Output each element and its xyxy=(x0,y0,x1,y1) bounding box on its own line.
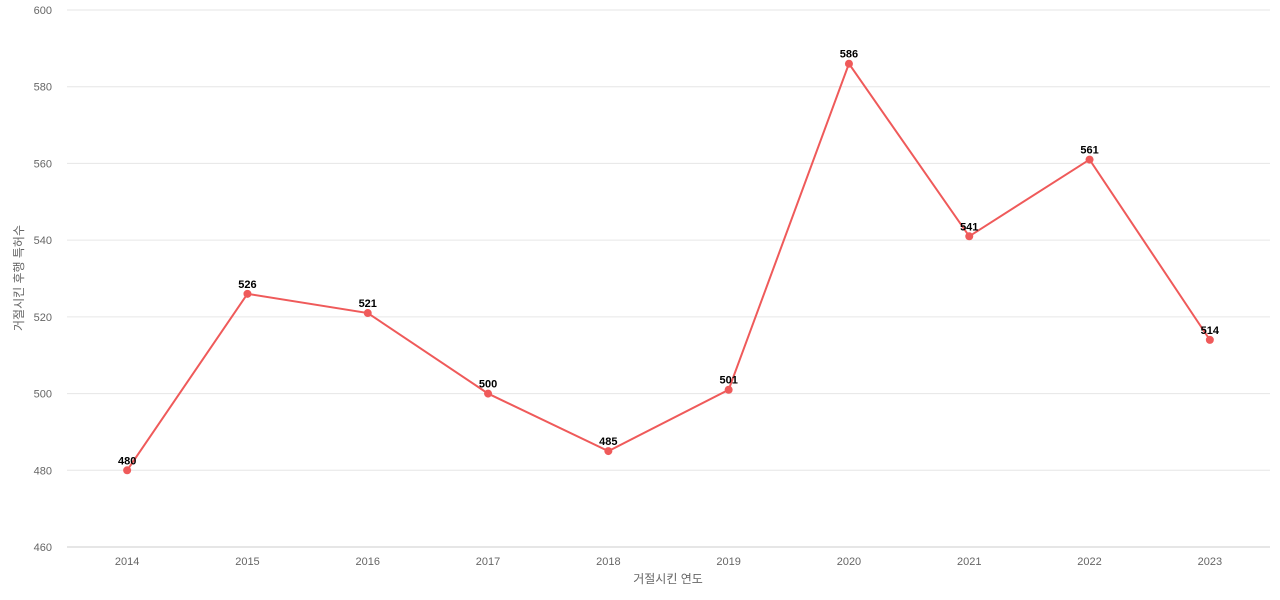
x-tick-label-2014: 2014 xyxy=(115,556,139,568)
x-axis-ticks: 2014 2015 2016 2017 2018 2019 2020 2021 2022 2023 xyxy=(115,556,1222,568)
y-tick-label-600: 600 xyxy=(34,5,52,17)
data-label-2018: 485 xyxy=(599,436,617,448)
y-axis-title: 거절시킨 후행 특허수 xyxy=(11,225,26,331)
data-point-2022 xyxy=(1085,155,1094,164)
y-tick-label-520: 520 xyxy=(34,312,52,324)
data-label-2017: 500 xyxy=(479,379,497,391)
data-point-2021 xyxy=(965,232,974,241)
data-label-2014: 480 xyxy=(118,455,136,467)
y-tick-label-580: 580 xyxy=(34,82,52,94)
data-label-2015: 526 xyxy=(238,279,256,291)
data-point-2019 xyxy=(724,385,733,394)
data-point-2023 xyxy=(1205,335,1214,344)
y-tick-label-480: 480 xyxy=(34,465,52,477)
x-tick-label-2023: 2023 xyxy=(1198,556,1222,568)
x-tick-label-2019: 2019 xyxy=(716,556,740,568)
grid-lines xyxy=(67,9,1270,548)
data-label-2016: 521 xyxy=(359,298,377,310)
x-tick-label-2017: 2017 xyxy=(476,556,500,568)
data-points xyxy=(123,59,1214,475)
x-tick-label-2015: 2015 xyxy=(235,556,259,568)
data-point-2018 xyxy=(604,447,613,456)
series-line xyxy=(126,61,1211,471)
y-tick-label-500: 500 xyxy=(34,389,52,401)
x-axis-title: 거절시킨 연도 xyxy=(633,572,703,586)
data-labels: 480 526 521 500 485 501 586 541 561 514 xyxy=(118,49,1220,468)
y-tick-label-560: 560 xyxy=(34,158,52,170)
x-tick-label-2018: 2018 xyxy=(596,556,620,568)
y-axis-ticks: 460 480 500 520 540 560 580 600 xyxy=(34,5,52,554)
data-label-2019: 501 xyxy=(719,375,737,387)
x-tick-label-2016: 2016 xyxy=(356,556,380,568)
x-tick-label-2020: 2020 xyxy=(837,556,861,568)
data-point-2015 xyxy=(243,289,252,298)
data-label-2021: 541 xyxy=(960,221,978,233)
y-tick-label-460: 460 xyxy=(34,542,52,554)
x-tick-label-2021: 2021 xyxy=(957,556,981,568)
y-tick-label-540: 540 xyxy=(34,235,52,247)
data-label-2023: 514 xyxy=(1201,325,1220,337)
data-point-2014 xyxy=(123,466,132,475)
data-label-2020: 586 xyxy=(840,49,858,61)
x-tick-label-2022: 2022 xyxy=(1077,556,1101,568)
data-label-2022: 561 xyxy=(1080,145,1098,157)
data-point-2020 xyxy=(844,59,853,68)
data-point-2017 xyxy=(484,389,493,398)
data-point-2016 xyxy=(363,309,372,318)
